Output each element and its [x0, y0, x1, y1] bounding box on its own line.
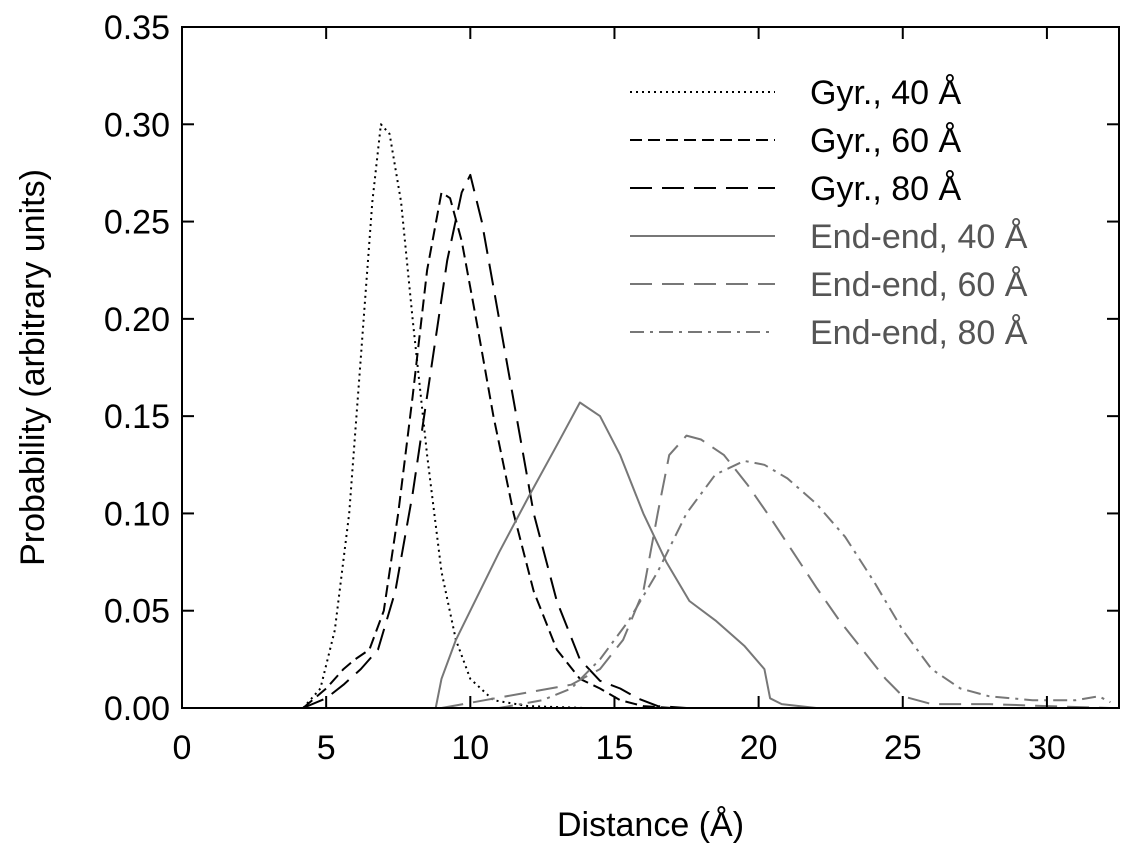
legend-label-5: End-end, 60 Å [810, 266, 1028, 304]
series-line-5 [441, 434, 1111, 709]
plot-area [302, 123, 1111, 709]
y-tick-label: 0.30 [104, 106, 170, 144]
y-tick-label: 0.35 [104, 9, 170, 47]
x-tick-label: 15 [596, 729, 634, 767]
y-tick-label: 0.20 [104, 301, 170, 339]
x-tick-label: 5 [317, 729, 336, 767]
y-tick-label: 0.15 [104, 398, 170, 436]
y-tick-label: 0.05 [104, 593, 170, 631]
plot-frame [181, 26, 1120, 709]
legend-label-1: Gyr., 40 Å [810, 74, 961, 112]
legend: Gyr., 40 Å Gyr., 60 Å Gyr., 80 Å End-end, 4… [630, 74, 1028, 352]
x-axis-title: Distance (Å) [557, 806, 744, 844]
legend-label-6: End-end, 80 Å [810, 314, 1028, 352]
axes: 0 5 10 15 20 25 30 0.00 0.05 0.10 0.15 0.20 0.25 0.30… [104, 9, 1120, 767]
x-tick-label: 10 [451, 729, 489, 767]
series-line-3 [302, 173, 687, 709]
x-tick-label: 0 [173, 729, 192, 767]
y-tick-label: 0.00 [104, 690, 170, 728]
x-tick-label: 20 [740, 729, 778, 767]
legend-label-3: Gyr., 80 Å [810, 170, 961, 208]
y-axis-title: Probability (arbitrary units) [14, 169, 52, 566]
legend-label-2: Gyr., 60 Å [810, 122, 961, 160]
series-line-4 [434, 401, 1111, 709]
y-tick-label: 0.10 [104, 495, 170, 533]
x-tick-label: 25 [884, 729, 922, 767]
x-tick-label: 30 [1028, 729, 1066, 767]
series-line-1 [302, 123, 586, 709]
legend-label-4: End-end, 40 Å [810, 218, 1028, 256]
y-tick-label: 0.25 [104, 204, 170, 242]
